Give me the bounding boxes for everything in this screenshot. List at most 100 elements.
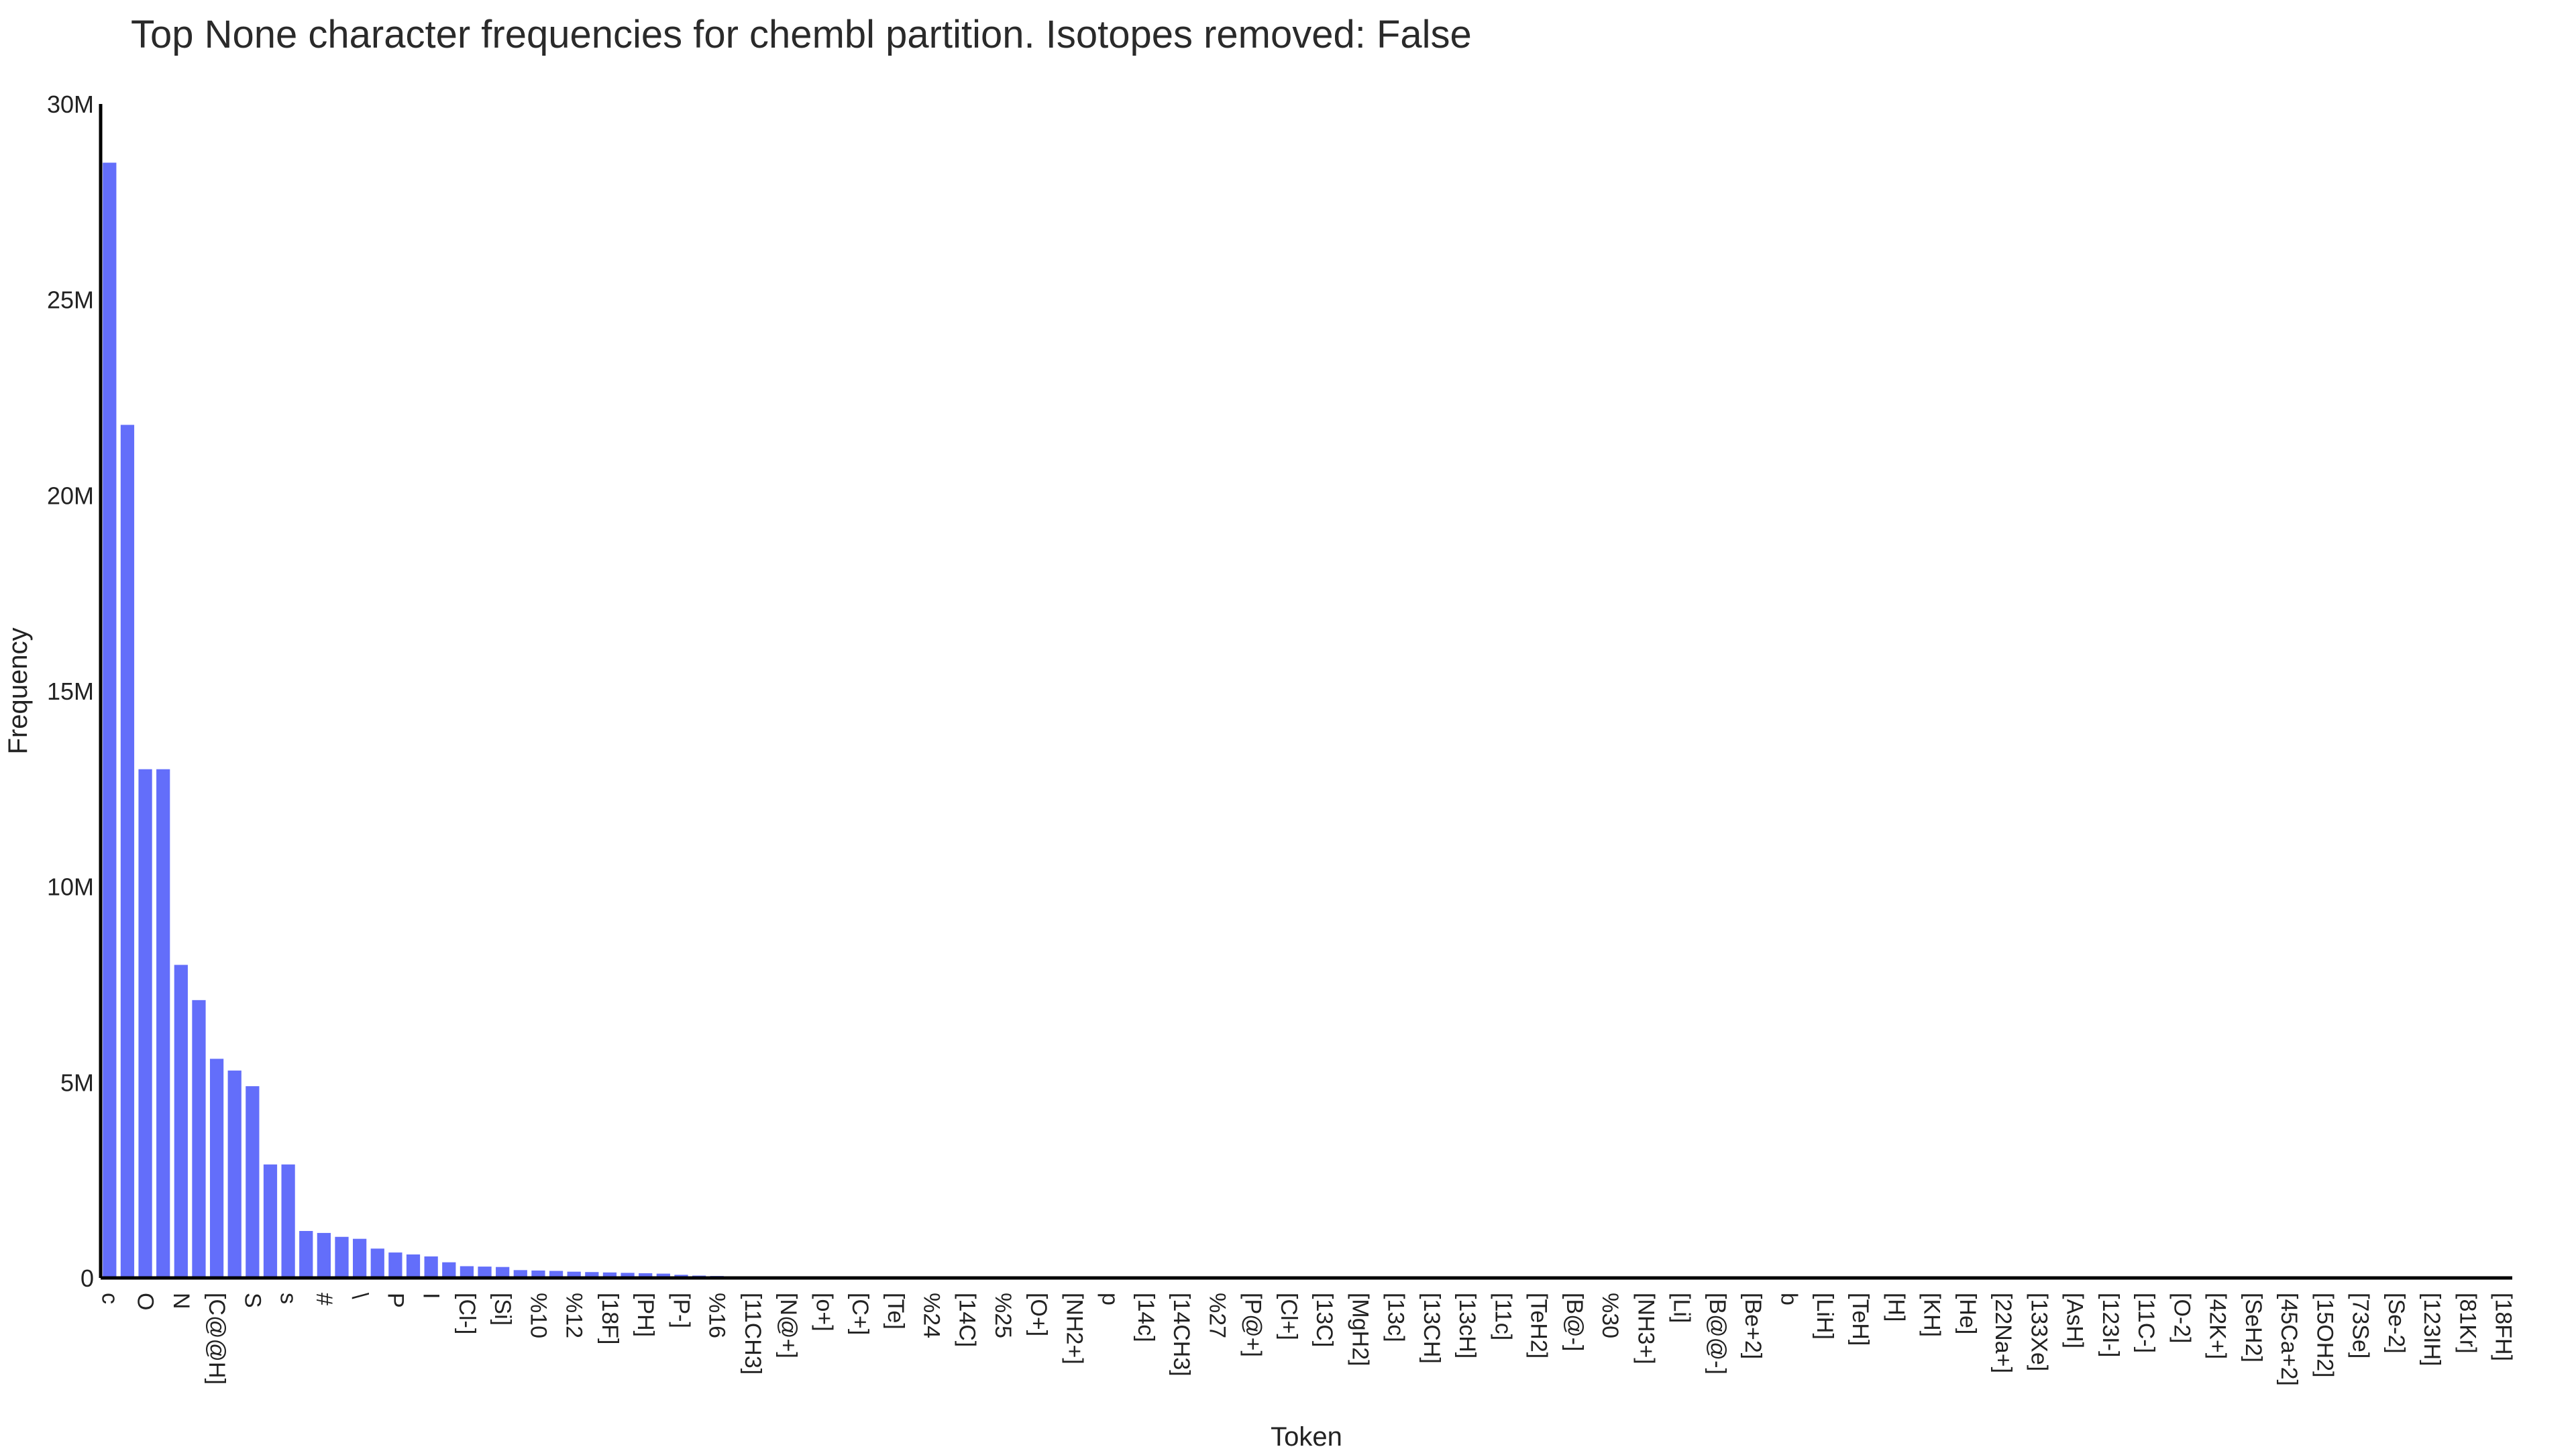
bar <box>299 1231 313 1278</box>
x-tick-label: [45Ca+2] <box>2276 1293 2302 1386</box>
bar <box>549 1271 564 1278</box>
x-tick-label: O <box>133 1293 158 1310</box>
x-tick-label: [13C] <box>1311 1293 1337 1347</box>
x-tick-label: [14C] <box>955 1293 980 1347</box>
x-tick-label: [Cl-] <box>454 1293 480 1334</box>
x-tick-label: [Te] <box>883 1293 908 1330</box>
x-tick-label: [14CH3] <box>1169 1293 1194 1377</box>
bar <box>656 1273 670 1278</box>
bar <box>424 1256 438 1278</box>
x-tick-label: P <box>382 1293 408 1308</box>
y-tick-label: 30M <box>47 91 94 118</box>
bar <box>103 162 117 1278</box>
x-tick-label: [18F] <box>597 1293 623 1344</box>
x-tick-label: %27 <box>1204 1293 1230 1338</box>
x-tick-label: [SeH2] <box>2241 1293 2266 1362</box>
x-tick-label: I <box>419 1293 444 1299</box>
x-tick-label: N <box>168 1293 194 1309</box>
bar <box>442 1262 456 1278</box>
x-tick-label: [22Na+] <box>1990 1293 2016 1373</box>
bar <box>406 1254 421 1278</box>
x-tick-label: [133Xe] <box>2026 1293 2051 1371</box>
x-tick-label: [He] <box>1955 1293 1980 1334</box>
y-tick-label: 0 <box>80 1265 94 1292</box>
x-tick-label: %10 <box>525 1293 551 1338</box>
bar <box>496 1267 510 1278</box>
x-tick-label: [PH] <box>633 1293 658 1337</box>
bar <box>639 1273 653 1278</box>
x-tick-label: s <box>276 1293 301 1304</box>
x-tick-label: # <box>311 1293 337 1305</box>
x-tick-label: [TeH2] <box>1526 1293 1552 1358</box>
bar <box>585 1272 599 1278</box>
bar <box>353 1238 367 1278</box>
x-tick-label: \ <box>347 1293 372 1299</box>
x-tick-label: [81Kr] <box>2455 1293 2480 1354</box>
bar <box>227 1070 241 1278</box>
x-tick-label: [Li] <box>1669 1293 1695 1323</box>
x-tick-label: [Be+2] <box>1740 1293 1766 1359</box>
x-tick-label: [15OH2] <box>2312 1293 2337 1378</box>
bar <box>263 1164 278 1278</box>
x-tick-label: [123IH] <box>2419 1293 2445 1366</box>
x-tick-label: [P@+] <box>1240 1293 1266 1357</box>
x-tick-label: [NH2+] <box>1061 1293 1087 1364</box>
x-tick-label: %24 <box>918 1293 944 1338</box>
bar <box>621 1273 635 1278</box>
bar <box>317 1232 331 1278</box>
bar <box>370 1248 384 1278</box>
bar <box>120 425 135 1278</box>
x-tick-label: [73Se] <box>2348 1293 2373 1358</box>
x-tick-label: [O+] <box>1026 1293 1051 1336</box>
bar <box>460 1266 474 1278</box>
x-tick-label: [H] <box>1883 1293 1909 1322</box>
y-tick-label: 15M <box>47 678 94 705</box>
x-tick-label: [13cH] <box>1454 1293 1480 1358</box>
bar <box>156 769 170 1278</box>
bar <box>192 1000 206 1278</box>
x-tick-label: [NH3+] <box>1633 1293 1658 1364</box>
y-axis-title: Frequency <box>3 628 33 755</box>
x-tick-label: [o+] <box>812 1293 837 1332</box>
x-tick-label: [123I-] <box>2098 1293 2123 1357</box>
y-tick-label: 20M <box>47 482 94 509</box>
x-tick-label: [11CH3] <box>740 1293 765 1375</box>
x-axis-title: Token <box>1271 1422 1342 1449</box>
x-tick-label: c <box>97 1293 122 1304</box>
x-tick-label: [Cl+] <box>1276 1293 1301 1340</box>
x-tick-label: [N@+] <box>775 1293 801 1358</box>
x-tick-label: [TeH] <box>1847 1293 1873 1346</box>
bar <box>531 1270 545 1278</box>
bar <box>209 1059 224 1278</box>
x-tick-label: S <box>239 1293 265 1308</box>
x-tick-label: [42K+] <box>2205 1293 2231 1359</box>
bar <box>388 1252 402 1278</box>
bar <box>281 1164 295 1278</box>
x-tick-label: [11c] <box>1490 1293 1515 1340</box>
x-tick-label: p <box>1097 1293 1123 1305</box>
bar <box>335 1236 349 1278</box>
x-tick-label: [C@@H] <box>204 1293 229 1385</box>
bar <box>478 1267 492 1278</box>
x-tick-label: [C+] <box>847 1293 873 1335</box>
bar <box>138 769 152 1278</box>
x-tick-label: [B@@-] <box>1705 1293 1730 1375</box>
y-tick-label: 10M <box>47 873 94 901</box>
x-tick-label: %16 <box>704 1293 730 1338</box>
bar <box>513 1270 527 1278</box>
y-tick-label: 25M <box>47 286 94 314</box>
bar <box>602 1272 617 1278</box>
x-tick-label: b <box>1776 1293 1802 1305</box>
x-tick-label: [Si] <box>490 1293 515 1326</box>
x-tick-label: %30 <box>1597 1293 1623 1338</box>
x-tick-label: %25 <box>990 1293 1016 1338</box>
x-tick-label: [P-] <box>668 1293 694 1328</box>
x-tick-label: [KH] <box>1919 1293 1945 1337</box>
x-tick-label: [B@-] <box>1562 1293 1587 1351</box>
y-tick-label: 5M <box>60 1069 94 1096</box>
bar <box>246 1086 260 1278</box>
x-tick-label: [18FH] <box>2491 1293 2516 1361</box>
bar <box>567 1271 581 1278</box>
